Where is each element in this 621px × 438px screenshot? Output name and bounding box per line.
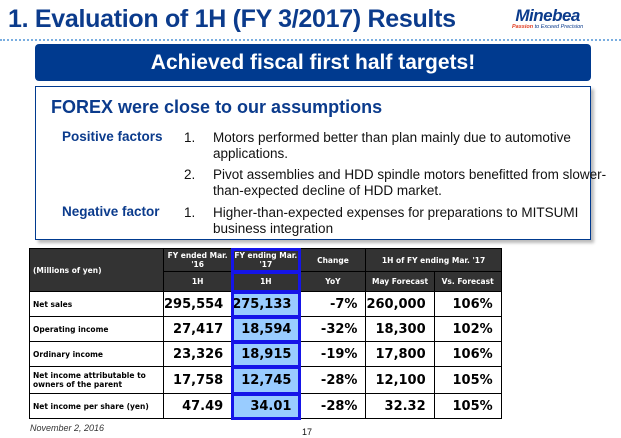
- row-label: Ordinary income: [29, 341, 164, 367]
- yoy-value: -7%: [299, 291, 367, 317]
- row-label: Operating income: [29, 316, 164, 342]
- fy16-value: 27,417: [162, 316, 233, 342]
- yoy-value: -32%: [299, 316, 367, 342]
- positive-item-2: 2. Pivot assemblies and HDD spindle motor…: [184, 167, 607, 198]
- negative-label: Negative factor: [62, 204, 160, 219]
- table-row: Net income per share (yen) 47.49 34.01 -28%…: [29, 392, 502, 420]
- row-label: Net sales: [29, 291, 164, 317]
- negative-item-1: 1. Higher-than-expected expenses for prep…: [184, 205, 579, 236]
- subheader-fy16: 1H: [162, 271, 233, 292]
- header-fy16: FY ended Mar. '16: [162, 248, 233, 272]
- subheader-vs-forecast: Vs. Forecast: [433, 271, 502, 292]
- fy17-value: 34.01: [230, 392, 301, 420]
- fy16-value: 295,554: [162, 291, 233, 317]
- headline-banner: Achieved fiscal first half targets!: [35, 44, 591, 81]
- fy17-value: 275,133: [230, 290, 301, 318]
- dotted-divider: [0, 39, 621, 41]
- positive-label: Positive factors: [62, 129, 163, 144]
- fy16-value: 47.49: [162, 393, 233, 419]
- fy16-value: 17,758: [162, 366, 233, 394]
- table-row: Net income attributable to owners of the…: [29, 365, 502, 395]
- box-heading: FOREX were close to our assumptions: [51, 97, 383, 117]
- positive-item-1: 1. Motors performed better than plan main…: [184, 130, 571, 161]
- row-label: Net income per share (yen): [29, 393, 164, 419]
- page-title: 1. Evaluation of 1H (FY 3/2017) Results: [8, 5, 456, 33]
- may-forecast-value: 18,300: [365, 316, 435, 342]
- results-table: (Millions of yen) FY ended Mar. '16 FY e…: [29, 247, 502, 420]
- unit-header: (Millions of yen): [29, 248, 164, 292]
- may-forecast-value: 260,000: [365, 291, 435, 317]
- fy16-value: 23,326: [162, 341, 233, 367]
- table-row: Ordinary income 23,326 18,915 -19% 17,800 106…: [29, 340, 502, 368]
- table-row: Operating income 27,417 18,594 -32% 18,300 10…: [29, 315, 502, 343]
- may-forecast-value: 17,800: [365, 341, 435, 367]
- may-forecast-value: 12,100: [365, 366, 435, 394]
- subheader-yoy: YoY: [299, 271, 367, 292]
- table-row: Net sales 295,554 275,133 -7% 260,000 106%: [29, 290, 502, 318]
- fy17-value: 18,915: [230, 340, 301, 368]
- subheader-may-forecast: May Forecast: [365, 271, 435, 292]
- may-forecast-value: 32.32: [365, 393, 435, 419]
- footer-date: November 2, 2016: [30, 423, 105, 433]
- page-number: 17: [302, 427, 313, 437]
- row-label: Net income attributable to owners of the…: [29, 366, 164, 394]
- fy17-value: 18,594: [230, 315, 301, 343]
- vs-forecast-value: 105%: [433, 393, 502, 419]
- header-1h-group: 1H of FY ending Mar. '17: [365, 248, 502, 272]
- vs-forecast-value: 102%: [433, 316, 502, 342]
- factors-box: FOREX were close to our assumptions Posi…: [35, 86, 606, 240]
- header-change: Change: [299, 248, 367, 272]
- yoy-value: -28%: [299, 393, 367, 419]
- yoy-value: -19%: [299, 341, 367, 367]
- vs-forecast-value: 105%: [433, 366, 502, 394]
- header-fy17: FY ending Mar. '17: [230, 247, 301, 273]
- vs-forecast-value: 106%: [433, 341, 502, 367]
- subheader-fy17: 1H: [230, 270, 301, 293]
- fy17-value: 12,745: [230, 365, 301, 395]
- vs-forecast-value: 106%: [433, 291, 502, 317]
- yoy-value: -28%: [299, 366, 367, 394]
- minebea-logo: Minebea Passion to Exceed Precision: [512, 6, 584, 30]
